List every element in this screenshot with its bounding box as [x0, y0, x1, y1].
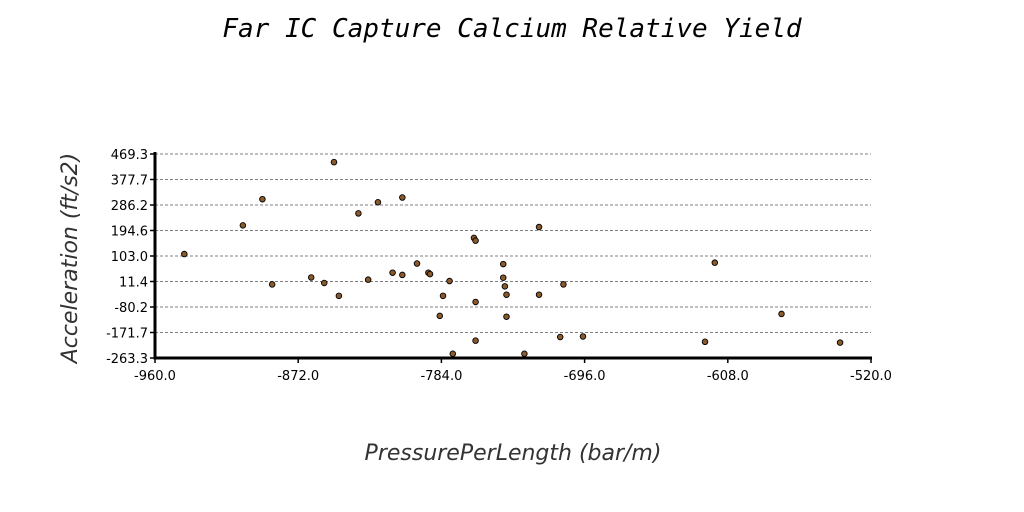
- grid-lines: [155, 153, 871, 333]
- data-points: [181, 158, 844, 357]
- data-point: [499, 274, 507, 281]
- data-point: [374, 199, 382, 206]
- data-point: [399, 194, 406, 201]
- data-point: [535, 223, 543, 231]
- data-point: [556, 333, 564, 341]
- data-point: [426, 270, 434, 278]
- x-tick-label: -872.0: [277, 369, 319, 384]
- data-point: [472, 337, 479, 344]
- data-point: [268, 281, 276, 288]
- y-tick-label: -263.3: [106, 352, 148, 367]
- data-point: [503, 313, 510, 320]
- y-tick-label: -171.7: [106, 326, 148, 341]
- data-point: [330, 158, 338, 166]
- y-tick-label: 103.0: [111, 250, 148, 265]
- data-point: [836, 339, 844, 346]
- data-point: [579, 333, 587, 340]
- data-point: [521, 350, 528, 357]
- y-tick-label: 286.2: [111, 199, 148, 214]
- data-point: [499, 260, 507, 268]
- x-tick-label: -784.0: [420, 369, 462, 384]
- data-point: [355, 210, 362, 217]
- data-point: [501, 283, 509, 290]
- data-point: [778, 310, 785, 318]
- y-tick-label: -80.2: [114, 301, 148, 316]
- data-point: [436, 312, 444, 320]
- data-point: [503, 291, 510, 298]
- data-point: [472, 237, 479, 244]
- data-point: [320, 279, 328, 287]
- data-point: [535, 291, 543, 298]
- data-point: [364, 276, 372, 283]
- data-point: [560, 281, 567, 288]
- data-point: [335, 292, 343, 300]
- tick-marks: 469.3 377.7 286.2 194.6 103.0 11.4 -80.2 -171.7…: [106, 148, 892, 384]
- data-point: [439, 292, 447, 300]
- y-tick-label: 194.6: [111, 224, 148, 239]
- x-tick-label: -696.0: [564, 369, 606, 384]
- data-point: [239, 222, 247, 229]
- data-point: [472, 298, 479, 306]
- data-point: [389, 269, 396, 276]
- data-point: [259, 195, 266, 203]
- data-point: [449, 350, 457, 357]
- x-axis-title: PressurePerLength (bar/m): [365, 441, 662, 466]
- data-point: [307, 274, 315, 281]
- y-tick-label: 11.4: [119, 276, 148, 291]
- data-point: [399, 271, 406, 279]
- x-tick-label: -520.0: [850, 369, 892, 384]
- x-tick-label: -960.0: [134, 369, 176, 384]
- y-tick-label: 469.3: [111, 148, 148, 163]
- data-point: [701, 338, 709, 346]
- x-tick-label: -608.0: [707, 369, 749, 384]
- data-point: [181, 250, 188, 258]
- data-point: [711, 259, 719, 266]
- y-axis-title: Acceleration (ft/s2): [58, 153, 83, 366]
- chart-title: Far IC Capture Calcium Relative Yield: [222, 14, 802, 44]
- data-point: [446, 277, 453, 285]
- y-tick-label: 377.7: [111, 174, 148, 189]
- data-point: [413, 260, 421, 267]
